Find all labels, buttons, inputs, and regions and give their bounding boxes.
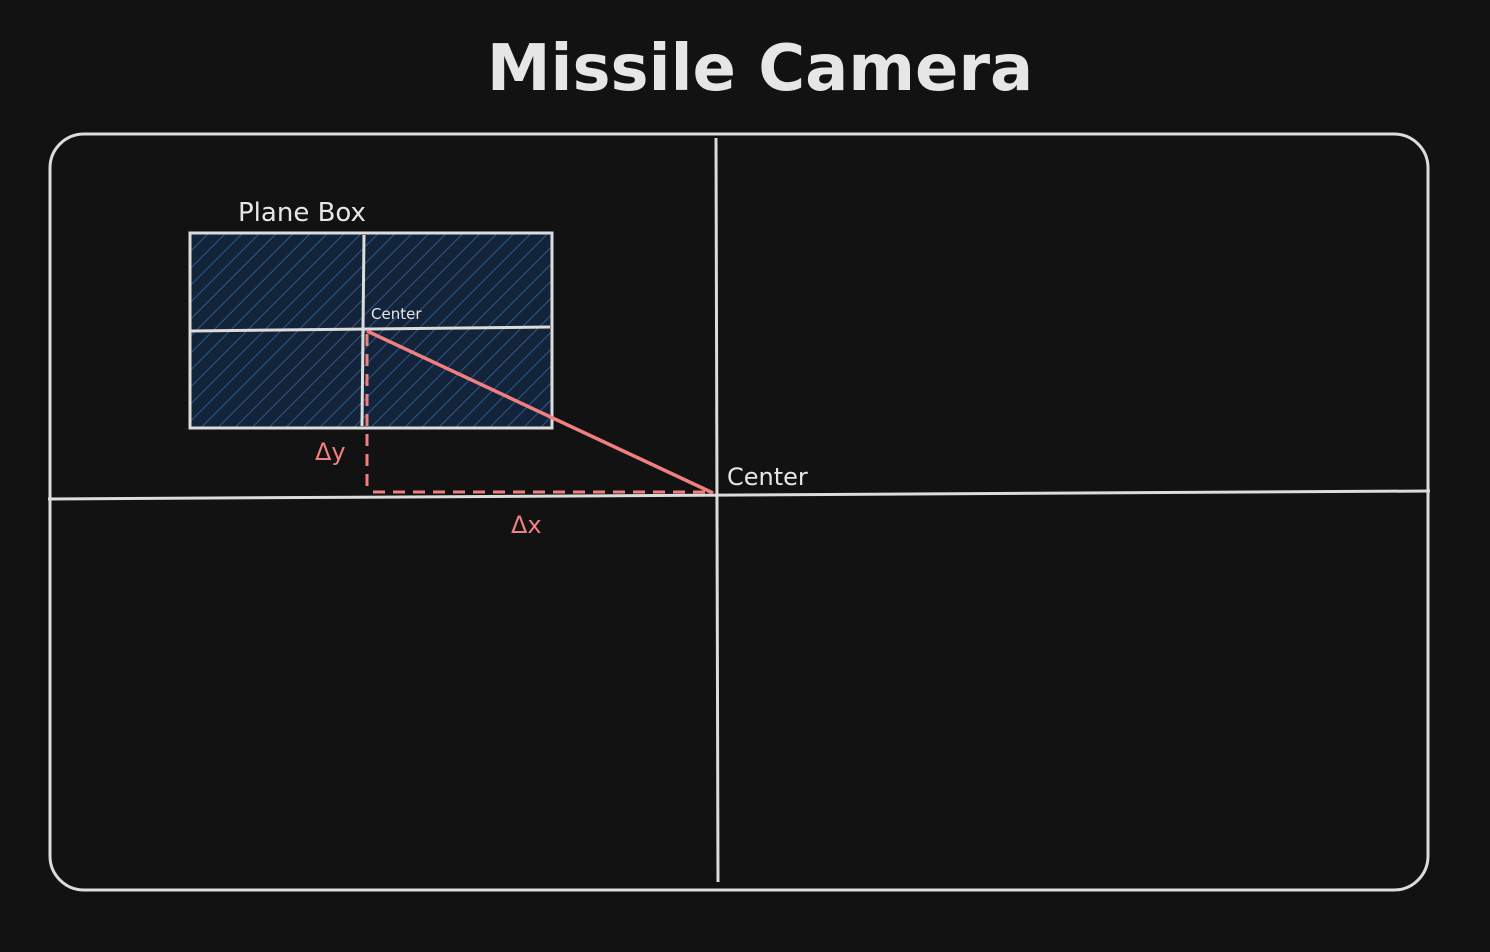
dx-label: Δx	[511, 511, 542, 539]
camera-frame	[48, 132, 1430, 892]
offset-vector-line	[366, 329, 714, 495]
plane-box-horizontal-axis	[189, 325, 551, 333]
camera-vertical-axis	[714, 137, 720, 883]
plane-box-label: Plane Box	[238, 198, 366, 228]
diagram-title: Missile Camera	[487, 32, 1033, 106]
plane-box-center-label: Center	[371, 305, 422, 323]
camera-horizontal-axis	[47, 489, 1431, 501]
plane-box-vertical-axis	[360, 234, 366, 427]
dy-label: Δy	[315, 438, 346, 466]
camera-center-label: Center	[727, 463, 808, 491]
